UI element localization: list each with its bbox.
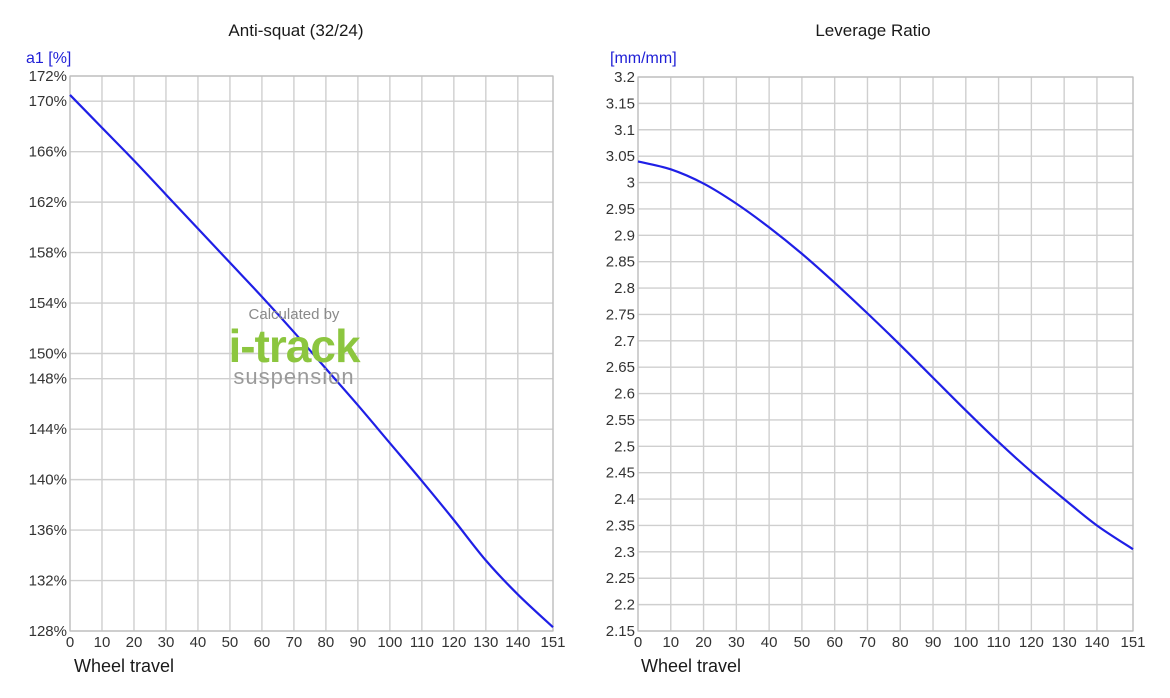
chart-title-leverage: Leverage Ratio: [815, 21, 930, 40]
y-tick-label: 150%: [29, 346, 67, 363]
y-tick-label: 158%: [29, 245, 67, 262]
y-tick-label: 3: [627, 175, 635, 192]
plot-area-leverage: 0 10 20 30 40 50 60 70 80 90 100 110 120 130 140 151 2.1…: [606, 69, 1146, 651]
antisquat-series-line: [69, 94, 554, 629]
y-tick-label: 128%: [29, 623, 67, 640]
x-axis-label-antisquat: Wheel travel: [74, 656, 174, 676]
y-tick-label: 154%: [29, 295, 67, 312]
y-tick-label: 2.3: [614, 544, 635, 561]
y-tick-label: 2.9: [614, 227, 635, 244]
y-tick-label: 2.15: [606, 623, 635, 640]
y-tick-label: 136%: [29, 522, 67, 539]
x-tick-label: 50: [794, 634, 811, 651]
x-tick-label: 70: [859, 634, 876, 651]
y-tick-label: 2.75: [606, 306, 635, 323]
y-tick-label: 132%: [29, 573, 67, 590]
x-tick-label: 0: [66, 634, 74, 651]
plot-frame: [69, 75, 554, 632]
x-tick-label: 80: [892, 634, 909, 651]
watermark-sub-text: suspension: [233, 364, 354, 389]
y-tick-label: 162%: [29, 194, 67, 211]
x-tick-label: 80: [318, 634, 335, 651]
y-tick-label: 2.85: [606, 254, 635, 271]
y-tick-label: 2.95: [606, 201, 635, 218]
y-axis-label-leverage: [mm/mm]: [610, 50, 677, 67]
x-tick-label: 110: [987, 634, 1011, 651]
x-tick-label: 90: [925, 634, 942, 651]
plot-area-antisquat: 0 10 20 30 40 50 60 70 80 90 100 110 120 130 140 151 128…: [29, 68, 566, 651]
x-tick-label: 70: [286, 634, 303, 651]
x-axis-label-leverage: Wheel travel: [641, 656, 741, 676]
y-tick-label: 2.25: [606, 570, 635, 587]
y-tick-label: 170%: [29, 93, 67, 110]
x-tick-label: 20: [126, 634, 143, 651]
y-tick-label: 172%: [29, 68, 67, 85]
x-tick-label: 40: [190, 634, 207, 651]
y-tick-label: 3.2: [614, 69, 635, 86]
x-tick-label: 151: [540, 634, 565, 651]
y-tick-label: 3.15: [606, 95, 635, 112]
y-tick-label: 2.65: [606, 359, 635, 376]
y-tick-label: 3.05: [606, 148, 635, 165]
x-tick-label: 100: [377, 634, 402, 651]
y-tick-label: 2.8: [614, 280, 635, 297]
chart-title-antisquat: Anti-squat (32/24): [228, 21, 363, 40]
leverage-series-line: [637, 160, 1134, 551]
x-tick-label: 50: [222, 634, 239, 651]
x-tick-label: 90: [350, 634, 367, 651]
y-tick-label: 2.35: [606, 517, 635, 534]
y-tick-label: 148%: [29, 371, 67, 388]
y-tick-label: 2.5: [614, 438, 635, 455]
y-tick-label: 2.45: [606, 465, 635, 482]
x-tick-label: 120: [1019, 634, 1044, 651]
y-tick-label: 3.1: [614, 122, 635, 139]
x-tick-label: 151: [1120, 634, 1145, 651]
x-tick-label: 30: [728, 634, 745, 651]
x-tick-label: 40: [761, 634, 778, 651]
x-tick-label: 10: [662, 634, 679, 651]
x-tick-label: 140: [1084, 634, 1109, 651]
watermark-brand-text: i-track: [228, 320, 360, 372]
plot-frame: [637, 76, 1134, 632]
y-tick-label: 2.55: [606, 412, 635, 429]
x-tick-label: 110: [410, 634, 434, 651]
x-tick-label: 10: [94, 634, 111, 651]
x-tick-label: 0: [634, 634, 642, 651]
y-tick-label: 2.7: [614, 333, 635, 350]
y-tick-label: 2.4: [614, 491, 635, 508]
y-axis-label-antisquat: a1 [%]: [26, 50, 71, 67]
x-tick-label: 130: [473, 634, 498, 651]
x-tick-label: 20: [695, 634, 712, 651]
watermark-logo: Calculated by i-track suspension: [228, 306, 361, 389]
y-tick-label: 144%: [29, 421, 67, 438]
y-tick-label: 140%: [29, 472, 67, 489]
x-tick-label: 120: [441, 634, 466, 651]
y-tick-label: 166%: [29, 144, 67, 161]
y-tick-label: 2.2: [614, 597, 635, 614]
x-tick-label: 100: [953, 634, 978, 651]
y-tick-label: 2.6: [614, 386, 635, 403]
x-tick-label: 130: [1052, 634, 1077, 651]
x-tick-label: 60: [254, 634, 271, 651]
x-tick-label: 60: [826, 634, 843, 651]
x-tick-label: 30: [158, 634, 175, 651]
watermark-top-text: Calculated by: [249, 306, 340, 323]
x-tick-label: 140: [505, 634, 530, 651]
